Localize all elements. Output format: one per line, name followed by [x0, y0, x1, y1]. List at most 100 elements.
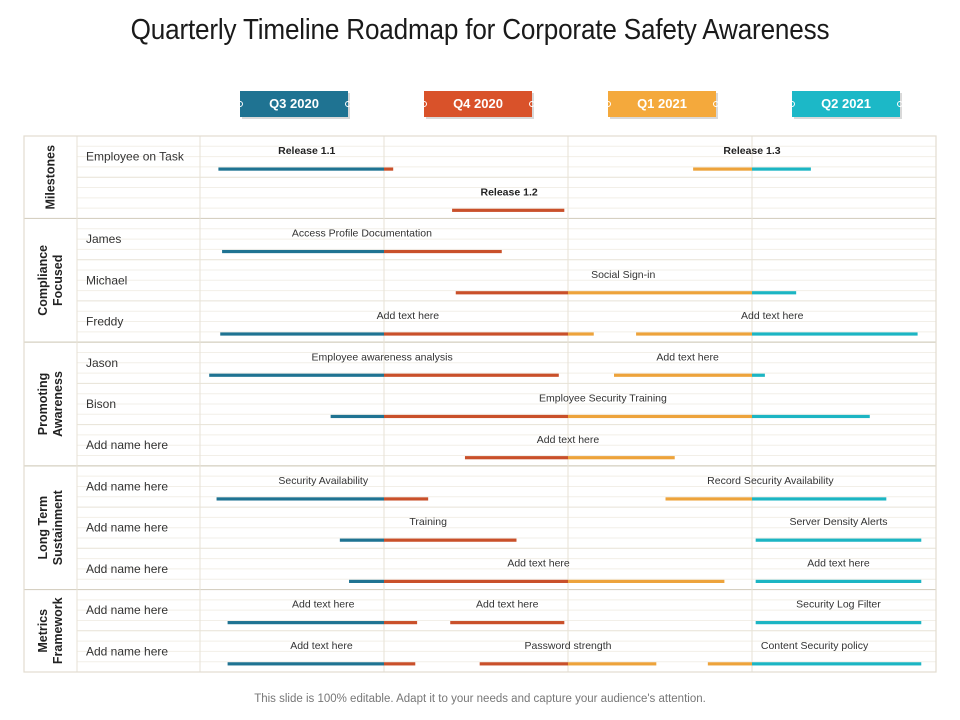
task-label: Add text here [656, 351, 719, 363]
quarter-header-4: Q2 2021 [789, 91, 903, 117]
task-bar-segment [384, 332, 568, 336]
task-label: Add text here [476, 599, 539, 611]
category-label-line: Promoting [36, 373, 50, 436]
row-name: James [86, 232, 121, 246]
category-label-line: Compliance [36, 245, 50, 316]
task-bar-segment [384, 538, 517, 542]
task-bar-segment [384, 662, 416, 666]
row-name: Add name here [86, 438, 168, 452]
task-bar-segment [752, 662, 922, 666]
quarter-label: Q3 2020 [240, 91, 348, 117]
task-label: Password strength [525, 640, 612, 652]
task-bar-segment [755, 538, 922, 542]
task-bar-segment [222, 249, 384, 254]
task-bar-segment [755, 579, 922, 583]
row-name: Employee on Task [86, 150, 185, 164]
task-label: Employee Security Training [539, 393, 667, 405]
task-bar-segment [752, 373, 765, 377]
task-bar-segment [568, 662, 657, 666]
task-bar-segment [755, 621, 922, 625]
task-bar-segment [752, 167, 811, 171]
task-bar-segment [384, 414, 568, 419]
category-label: Milestones [44, 145, 58, 210]
task-label: Release 1.2 [481, 186, 538, 198]
category-label-line: Metrics [36, 609, 50, 653]
task-bar-segment [452, 208, 565, 212]
task-label: Record Security Availability [707, 475, 834, 487]
task-label: Add text here [290, 640, 353, 652]
task-label: Add text here [807, 557, 870, 569]
task-bar-segment [330, 414, 384, 419]
task-bar-segment [752, 414, 870, 419]
task-bar-segment [227, 662, 384, 666]
task-label: Social Sign-in [591, 269, 655, 281]
task-bar-segment [614, 373, 752, 377]
task-label: Security Log Filter [796, 599, 881, 611]
task-bar-segment [384, 621, 418, 625]
task-label: Add text here [537, 434, 600, 446]
task-bar-segment [455, 291, 568, 295]
task-bar-segment [479, 662, 568, 666]
task-label: Release 1.3 [723, 145, 780, 157]
task-bar-segment [665, 497, 752, 501]
row-name: Add name here [86, 479, 168, 493]
row-name: Bison [86, 397, 116, 411]
task-bar-segment [568, 332, 594, 336]
task-label: Training [409, 516, 447, 528]
category-label-line: Awareness [51, 371, 65, 437]
connector-dot-icon [897, 101, 903, 107]
task-bar-segment [384, 167, 394, 171]
footer-note: This slide is 100% editable. Adapt it to… [254, 693, 706, 705]
connector-dot-icon [605, 101, 611, 107]
task-bar-segment [752, 332, 918, 336]
task-bar-segment [339, 538, 384, 542]
task-label: Add text here [377, 310, 440, 322]
task-bar-segment [464, 456, 568, 460]
category-label: Long TermSustainment [36, 489, 65, 565]
row-name: Add name here [86, 603, 168, 617]
category-label: ComplianceFocused [36, 245, 65, 316]
grid-border [23, 135, 937, 673]
task-bar-segment [568, 579, 725, 583]
quarter-label: Q1 2021 [608, 91, 716, 117]
page-title: Quarterly Timeline Roadmap for Corporate… [130, 14, 830, 46]
task-bar-segment [384, 579, 568, 583]
task-bar-segment [568, 456, 675, 460]
task-label: Security Availability [278, 475, 368, 487]
task-bar-segment [450, 621, 565, 625]
task-bar-segment [384, 249, 502, 254]
row-name: Add name here [86, 521, 168, 535]
connector-dot-icon [345, 101, 351, 107]
category-label-line: Milestones [44, 145, 58, 210]
quarter-header-1: Q3 2020 [237, 91, 351, 117]
category-label-line: Sustainment [51, 489, 65, 565]
quarter-label: Q2 2021 [792, 91, 900, 117]
task-bar-segment [384, 497, 429, 501]
task-label: Add text here [292, 599, 355, 611]
task-label: Content Security policy [761, 640, 869, 652]
task-label: Access Profile Documentation [292, 228, 432, 240]
category-label: MetricsFramework [36, 597, 65, 664]
connector-dot-icon [529, 101, 535, 107]
quarter-header-2: Q4 2020 [421, 91, 535, 117]
task-bar-segment [568, 291, 752, 295]
category-label-line: Focused [51, 255, 65, 306]
row-name: Add name here [86, 644, 168, 658]
task-bar-segment [568, 414, 752, 419]
category-label: PromotingAwareness [36, 371, 65, 437]
task-bar-segment [349, 579, 384, 583]
connector-dot-icon [237, 101, 243, 107]
row-name: Jason [86, 356, 118, 370]
task-bar-segment [693, 167, 752, 171]
task-bar-segment [636, 332, 752, 336]
category-label-line: Framework [51, 597, 65, 664]
quarter-header-3: Q1 2021 [605, 91, 719, 117]
row-name: Michael [86, 273, 127, 287]
task-bar-segment [384, 373, 559, 377]
task-bar-segment [218, 167, 384, 171]
task-bar-segment [752, 497, 887, 501]
task-label: Add text here [507, 557, 570, 569]
task-label: Employee awareness analysis [312, 351, 453, 363]
task-bar-segment [216, 497, 384, 501]
